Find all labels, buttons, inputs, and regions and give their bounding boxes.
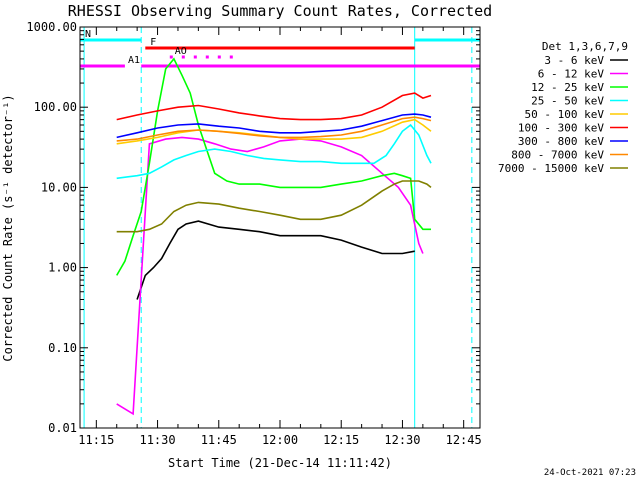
series-line-3 [116,123,432,180]
flag-label-a1: A1 [128,55,140,66]
legend-label-3: 25 - 50 keV [531,95,604,108]
legend-label-0: 3 - 6 keV [544,54,604,67]
legend-label-6: 300 - 800 keV [518,135,604,148]
x-axis-label: Start Time (21-Dec-14 11:11:42) [168,456,392,470]
chart-title: RHESSI Observing Summary Count Rates, Co… [68,2,492,20]
legend-label-7: 800 - 7000 keV [511,149,604,162]
legend-label-5: 100 - 300 keV [518,122,604,135]
x-tick-label: 11:15 [78,433,114,447]
series-line-4 [116,118,432,145]
y-axis: 0.01 0.10 1.00 10.00 100.00 1000.00 [26,20,480,435]
x-tick-label: 11:45 [201,433,237,447]
legend-title: Det 1,3,6,7,9 [542,40,628,53]
series-line-2 [116,57,431,276]
legend-label-1: 6 - 12 keV [538,68,605,81]
flag-label-n: N [85,29,91,40]
series-line-8 [116,180,432,233]
legend-label-2: 12 - 25 keV [531,81,604,94]
x-axis: 11:15 11:30 11:45 12:00 12:15 12:30 12:45 [78,27,482,447]
y-tick-label: 1000.00 [26,20,77,34]
plot-frame [79,26,481,429]
y-tick-label: 0.10 [48,341,77,355]
x-tick-label: 12:30 [384,433,420,447]
series-line-6 [116,113,432,139]
y-tick-label: 100.00 [34,100,77,114]
legend-label-4: 50 - 100 keV [525,108,605,121]
x-tick-label: 12:45 [446,433,482,447]
y-tick-label: 0.01 [48,421,77,435]
x-tick-label: 12:00 [262,433,298,447]
series-line-0 [136,220,415,300]
y-tick-label: 1.00 [48,261,77,275]
timestamp: 24-Oct-2021 07:23 [544,468,636,478]
series-line-1 [116,136,424,416]
series-line-5 [116,92,432,121]
flag-label-ao: AO [175,46,187,57]
x-tick-label: 12:15 [323,433,359,447]
x-tick-label: 11:30 [139,433,175,447]
legend-label-8: 7000 - 15000 keV [498,162,604,175]
series-line-7 [116,116,432,142]
flag-label-f: F [150,37,156,48]
plot-area: N F AO A1 [80,27,480,428]
y-tick-label: 10.00 [41,180,77,194]
y-axis-label: Corrected Count Rate (s⁻¹ detector⁻¹) [1,94,15,361]
